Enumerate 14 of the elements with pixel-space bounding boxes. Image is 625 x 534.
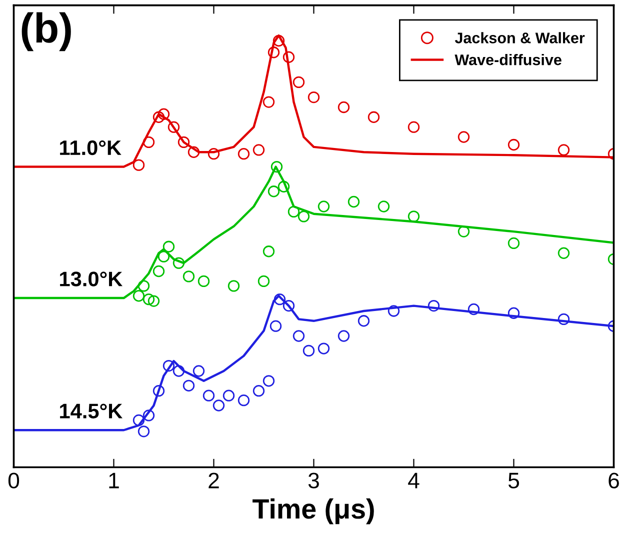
x-tick-label: 6 — [608, 472, 619, 488]
annotation: 11.0°K — [60, 140, 122, 156]
annotation: 14.5°K — [60, 404, 122, 418]
legend-label: Jackson & Walker — [454, 32, 585, 44]
legend-label: Wave-diffusive — [454, 54, 562, 66]
chart-title: (b) — [22, 12, 71, 52]
annotation: 13.0°K — [60, 272, 122, 286]
x-tick-label: 5 — [508, 472, 519, 488]
x-tick-label: 1 — [109, 472, 119, 488]
x-tick-label: 3 — [308, 472, 319, 488]
x-tick-label: 4 — [408, 472, 420, 488]
x-tick-label: 2 — [208, 472, 219, 488]
x-tick-label: 0 — [8, 472, 20, 488]
x-axis-title: Time (μs) — [252, 498, 374, 524]
